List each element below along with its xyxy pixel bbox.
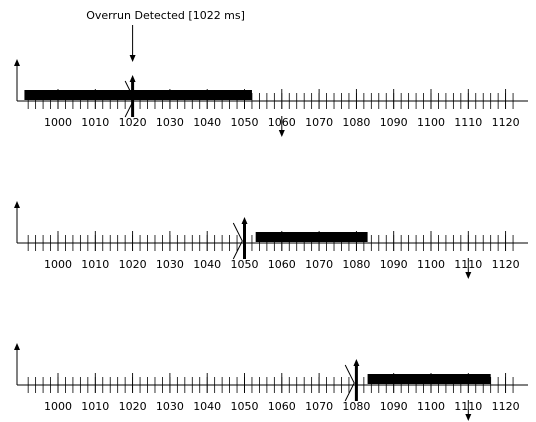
tick-label: 1010	[81, 400, 109, 413]
tick-label: 1000	[44, 116, 72, 129]
tick-label: 1070	[305, 116, 333, 129]
tick-label: 1120	[492, 400, 520, 413]
tick-label: 1050	[231, 116, 259, 129]
overrun-annotation: Overrun Detected [1022 ms]	[86, 9, 245, 62]
overrun-arrow-head	[129, 55, 136, 62]
tick-label: 1030	[156, 400, 184, 413]
tick-label: 1040	[193, 258, 221, 271]
release-arrow-head	[129, 75, 136, 82]
deadline-arrow-head	[465, 414, 472, 421]
tick-label: 1020	[119, 400, 147, 413]
tick-label: 1080	[342, 400, 370, 413]
preemption-mark	[232, 222, 243, 260]
tick-label: 1010	[81, 258, 109, 271]
tick-label: 1040	[193, 400, 221, 413]
tick-label: 1120	[492, 258, 520, 271]
tick-label: 1030	[156, 258, 184, 271]
origin-arrow-head	[14, 343, 20, 350]
tick-label: 1000	[44, 400, 72, 413]
timeline-1: 1000 1010 1020 1030 1040 1050 1060 1070 1080 1090…	[14, 59, 528, 137]
origin-arrow-head	[14, 59, 20, 66]
tick-label: 1070	[305, 258, 333, 271]
tick-label: 1070	[305, 400, 333, 413]
tick-label: 1040	[193, 116, 221, 129]
execution-bar	[255, 232, 368, 242]
preemption-mark	[124, 80, 135, 118]
tick-label: 1100	[417, 258, 445, 271]
tick-label: 1080	[342, 258, 370, 271]
tick-label: 1010	[81, 116, 109, 129]
tick-label: 1030	[156, 116, 184, 129]
timeline-2: 1000 1010 1020 1030 1040 1050 1060 1070 1080 1090…	[14, 201, 528, 279]
tick-label: 1000	[44, 258, 72, 271]
release-arrow-head	[241, 217, 248, 224]
tick-label: 1060	[268, 258, 296, 271]
deadline-arrow-head	[465, 272, 472, 279]
execution-bar	[24, 90, 252, 100]
tick-label: 1050	[231, 400, 259, 413]
preemption-mark	[344, 364, 355, 402]
tick-label: 1090	[380, 116, 408, 129]
tick-label: 1060	[268, 400, 296, 413]
execution-bar	[367, 374, 491, 384]
release-arrow-head	[353, 359, 360, 366]
tick-label: 1110	[454, 116, 482, 129]
tick-label: 1090	[380, 258, 408, 271]
tick-label: 1050	[231, 258, 259, 271]
deadline-arrow-head	[278, 130, 285, 137]
timelines: 1000 1010 1020 1030 1040 1050 1060 1070 1080 1090…	[14, 59, 528, 421]
tick-label: 1120	[492, 116, 520, 129]
tick-label: 1080	[342, 116, 370, 129]
overrun-label: Overrun Detected [1022 ms]	[86, 9, 245, 22]
origin-arrow-head	[14, 201, 20, 208]
tick-label: 1100	[417, 116, 445, 129]
tick-label: 1020	[119, 116, 147, 129]
timeline-3: 1000 1010 1020 1030 1040 1050 1060 1070 1080 1090…	[14, 343, 528, 421]
tick-label: 1090	[380, 400, 408, 413]
tick-label: 1020	[119, 258, 147, 271]
tick-label: 1100	[417, 400, 445, 413]
